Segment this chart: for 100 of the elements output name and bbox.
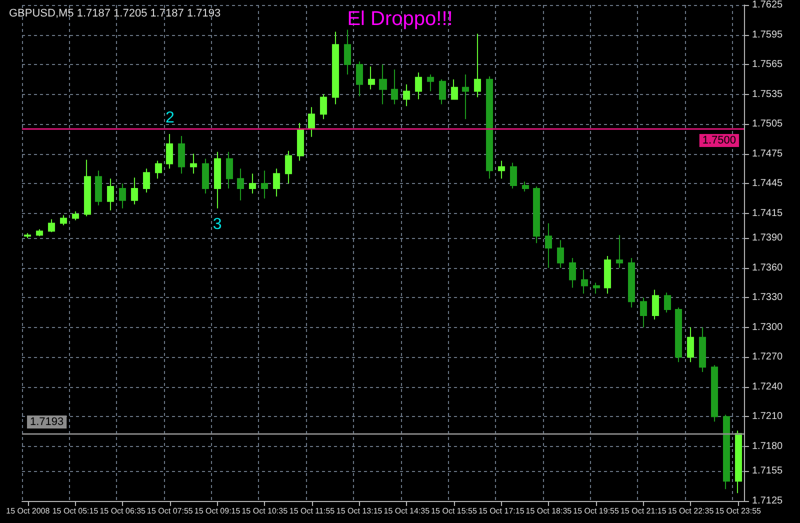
y-tick-label: 1.7155 xyxy=(752,466,784,477)
candlestick xyxy=(190,153,197,174)
candlestick xyxy=(273,168,280,197)
x-tick-label: 15 Oct 14:35 xyxy=(384,506,430,516)
candlestick xyxy=(616,234,623,268)
y-tick-label: 1.7505 xyxy=(752,118,784,130)
y-tick-label: 1.7415 xyxy=(752,208,784,219)
y-tick-label: 1.7180 xyxy=(752,440,784,452)
candlestick xyxy=(297,122,304,162)
candlestick xyxy=(48,218,55,233)
candlestick xyxy=(403,84,410,107)
x-tick-label: 15 Oct 13:15 xyxy=(336,506,383,516)
candlestick xyxy=(628,257,635,308)
candlestick xyxy=(84,159,91,217)
candlestick xyxy=(214,151,221,209)
x-tick-label: 15 Oct 15:55 xyxy=(431,506,478,516)
candlestick xyxy=(451,78,458,100)
candlestick xyxy=(522,181,529,192)
candlestick xyxy=(723,414,730,490)
candlestick xyxy=(391,68,398,105)
candlestick xyxy=(498,160,505,180)
candlestick xyxy=(557,240,564,268)
y-tick-label: 1.7300 xyxy=(752,322,784,333)
candlestick xyxy=(308,106,315,138)
x-tick-label: 15 Oct 22:35 xyxy=(668,506,714,516)
candlestick xyxy=(131,177,138,205)
candlestick xyxy=(675,307,682,363)
candlestick xyxy=(699,326,706,373)
candlestick xyxy=(415,72,422,100)
y-tick-label: 1.7210 xyxy=(752,411,784,422)
candlestick xyxy=(261,170,268,199)
candlestick xyxy=(427,74,434,92)
y-tick-label: 1.7330 xyxy=(752,292,784,304)
candlestick xyxy=(202,158,209,194)
x-tick-label: 15 Oct 07:55 xyxy=(147,506,194,516)
x-tick-label: 15 Oct 11:55 xyxy=(289,506,336,516)
y-tick-label: 1.7240 xyxy=(752,381,784,392)
x-tick-label: 15 Oct 10:35 xyxy=(242,506,288,516)
x-tick-label: 15 Oct 23:55 xyxy=(715,506,762,516)
candlestick xyxy=(285,150,292,184)
y-tick-label: 1.7595 xyxy=(752,29,784,40)
candlestick xyxy=(664,292,671,314)
candlestick xyxy=(462,74,469,120)
candlestick xyxy=(439,78,446,105)
x-tick-label: 15 Oct 06:35 xyxy=(100,506,146,516)
candlestick xyxy=(332,31,339,105)
candlestick xyxy=(60,214,67,226)
y-tick-label: 1.7125 xyxy=(752,496,784,506)
y-tick-label: 1.7270 xyxy=(752,352,784,363)
x-tick-label: 15 Oct 17:15 xyxy=(478,506,525,516)
y-tick-label: 1.7535 xyxy=(752,88,784,100)
candlestick xyxy=(486,76,493,180)
candlestick xyxy=(119,183,126,209)
candlestick xyxy=(95,170,102,206)
annotation: 3 xyxy=(212,216,222,233)
candlestick xyxy=(640,297,647,328)
x-tick-label: 15 Oct 05:15 xyxy=(52,506,99,516)
x-tick-label: 15 Oct 09:15 xyxy=(194,506,241,516)
candlestick xyxy=(344,29,351,75)
chart-title: El Droppo!!! xyxy=(347,8,453,30)
y-tick-label: 1.7565 xyxy=(752,59,784,70)
y-tick-label: 1.7625 xyxy=(752,0,784,10)
candlestick xyxy=(356,61,363,97)
candlestick xyxy=(368,66,375,90)
candlestick xyxy=(178,135,185,174)
y-tick-label: 1.7360 xyxy=(752,262,784,274)
candlestick xyxy=(581,269,588,294)
candlestick xyxy=(72,210,79,221)
candlestick xyxy=(143,168,150,193)
candlestick xyxy=(687,326,694,363)
candlestick xyxy=(24,232,31,239)
candlestick xyxy=(155,160,162,180)
candlestick xyxy=(735,430,742,494)
candlestick xyxy=(510,162,517,190)
x-tick-label: 15 Oct 18:35 xyxy=(526,506,572,516)
annotation: 2 xyxy=(166,109,174,126)
ref-line-label: 1.7193 xyxy=(30,416,64,428)
ref-line-label: 1.7500 xyxy=(702,134,736,146)
candlestick xyxy=(569,257,576,288)
candlestick xyxy=(593,282,600,294)
candlestick xyxy=(474,33,481,98)
candlestick xyxy=(166,133,173,170)
y-tick-label: 1.7445 xyxy=(752,178,784,190)
candlestick xyxy=(545,222,552,268)
candlestick xyxy=(226,151,233,190)
y-tick-label: 1.7390 xyxy=(752,232,784,244)
candlestick xyxy=(249,173,256,194)
candlestick xyxy=(320,94,327,120)
candlestick xyxy=(36,228,43,237)
candlestick xyxy=(711,364,718,422)
x-tick-label: 15 Oct 21:15 xyxy=(620,506,667,516)
y-tick-label: 1.7475 xyxy=(752,148,784,160)
candlestick xyxy=(107,178,114,211)
candlestick xyxy=(379,64,387,105)
candlestick xyxy=(652,289,659,320)
chart-subtitle: GBPUSD,M5 1.7187 1.7205 1.7187 1.7193 xyxy=(9,8,221,20)
x-tick-label: 15 Oct 19:55 xyxy=(573,506,620,516)
candlestick xyxy=(533,186,540,244)
candlestick xyxy=(604,255,611,294)
candlestick xyxy=(237,168,244,201)
